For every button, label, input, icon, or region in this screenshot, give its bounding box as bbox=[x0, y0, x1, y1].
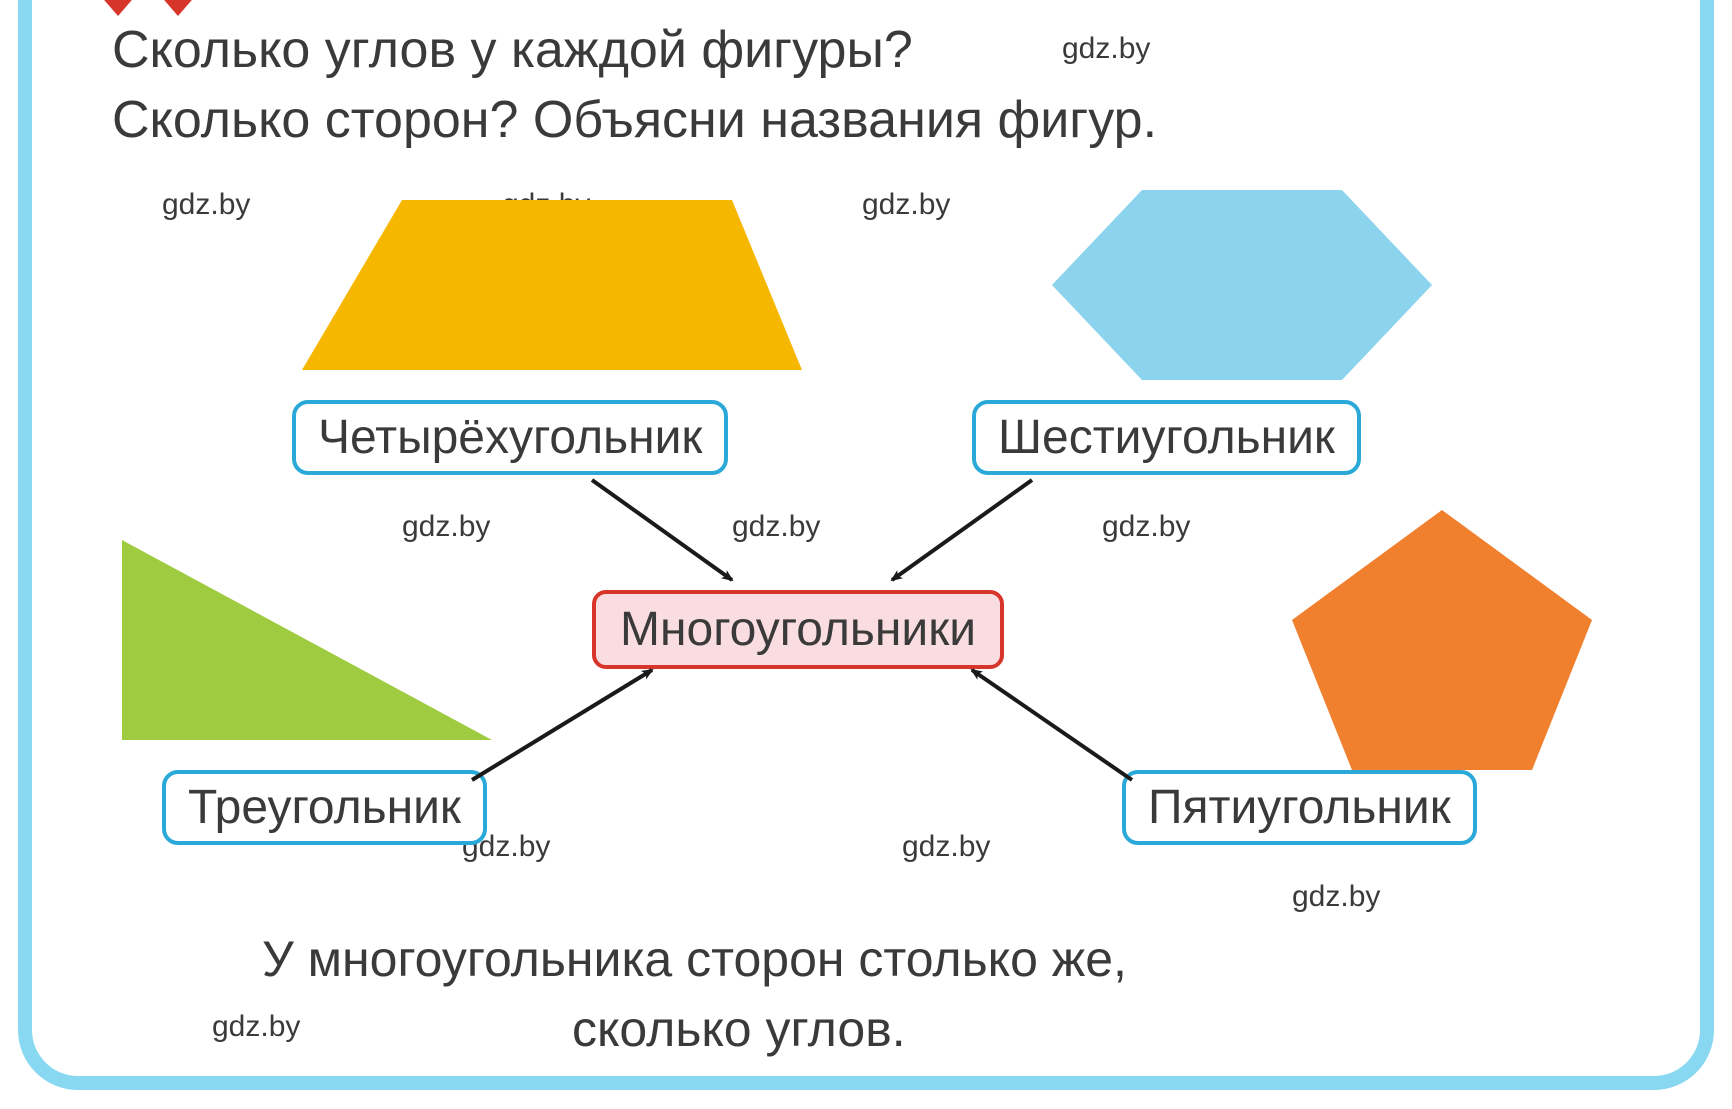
footer-line-2: сколько углов. bbox=[572, 1000, 906, 1058]
label-quadrilateral: Четырёхугольник bbox=[292, 400, 728, 475]
label-pentagon: Пятиугольник bbox=[1122, 770, 1477, 845]
label-hexagon: Шестиугольник bbox=[972, 400, 1361, 475]
label-polygons-center: Многоугольники bbox=[592, 590, 1004, 669]
pentagon-shape bbox=[32, 0, 1728, 1090]
footer-line-1: У многоугольника сторон столько же, bbox=[262, 930, 1127, 988]
label-triangle: Треугольник bbox=[162, 770, 487, 845]
card-frame: Сколько углов у каждой фигуры? Сколько с… bbox=[18, 0, 1714, 1090]
